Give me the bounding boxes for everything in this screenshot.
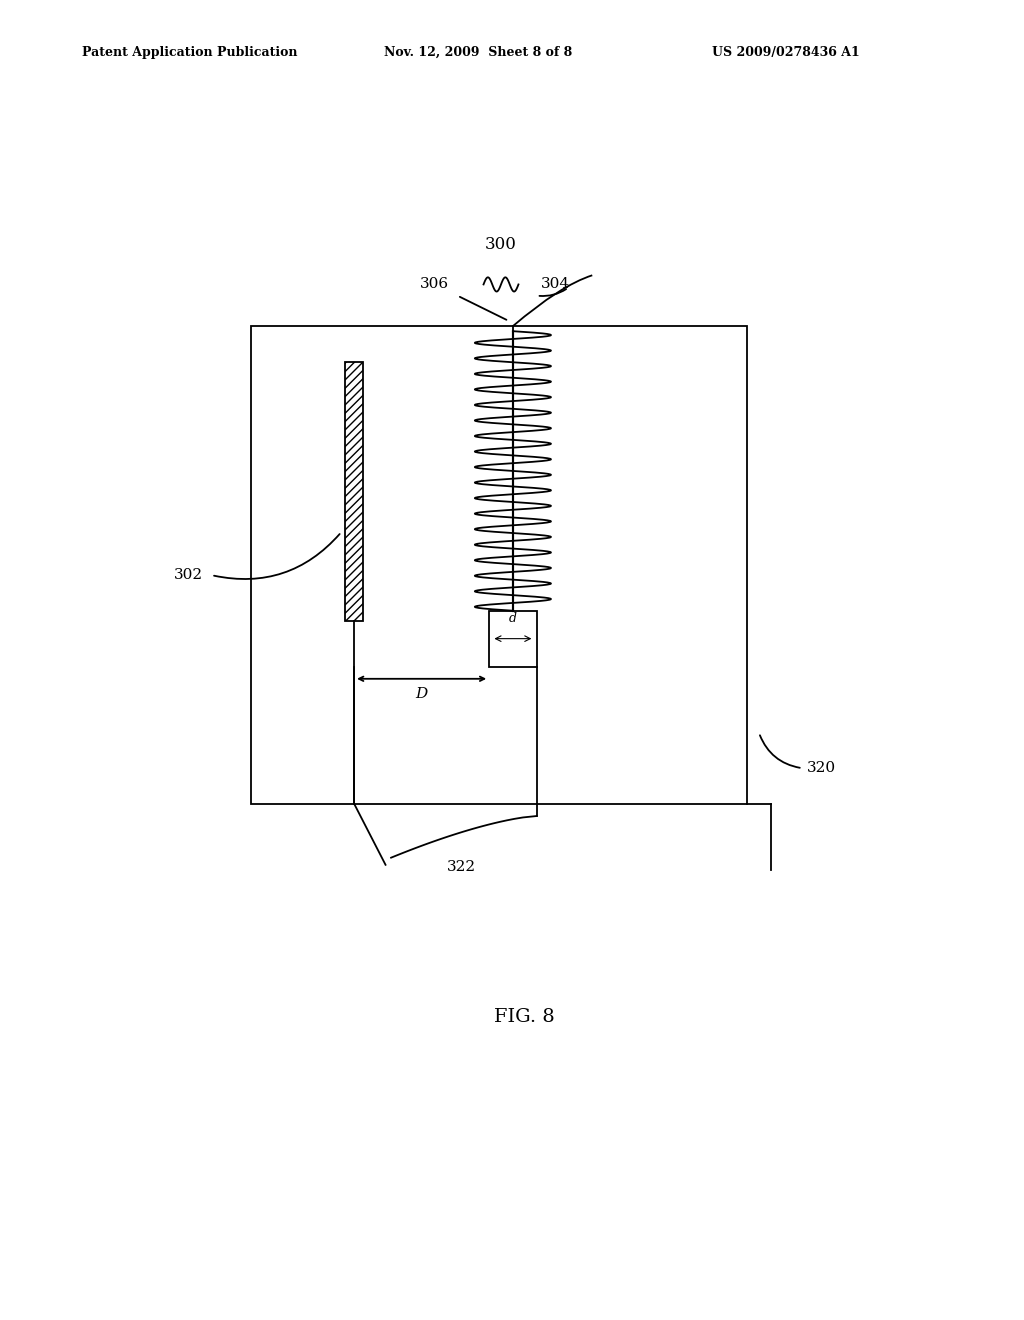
Text: 320: 320 [807,762,836,775]
Text: 300: 300 [485,236,517,253]
Bar [251,326,748,804]
Text: 304: 304 [541,276,569,290]
Text: Patent Application Publication: Patent Application Publication [82,46,297,59]
Bar [345,362,362,620]
Text: D: D [416,686,428,701]
Text: US 2009/0278436 A1: US 2009/0278436 A1 [712,46,859,59]
Text: 302: 302 [174,568,204,582]
Bar [489,611,537,667]
Text: 322: 322 [446,859,476,874]
Text: 306: 306 [420,276,450,290]
Text: FIG. 8: FIG. 8 [495,1008,555,1026]
Text: d: d [509,612,517,626]
Text: Nov. 12, 2009  Sheet 8 of 8: Nov. 12, 2009 Sheet 8 of 8 [384,46,572,59]
